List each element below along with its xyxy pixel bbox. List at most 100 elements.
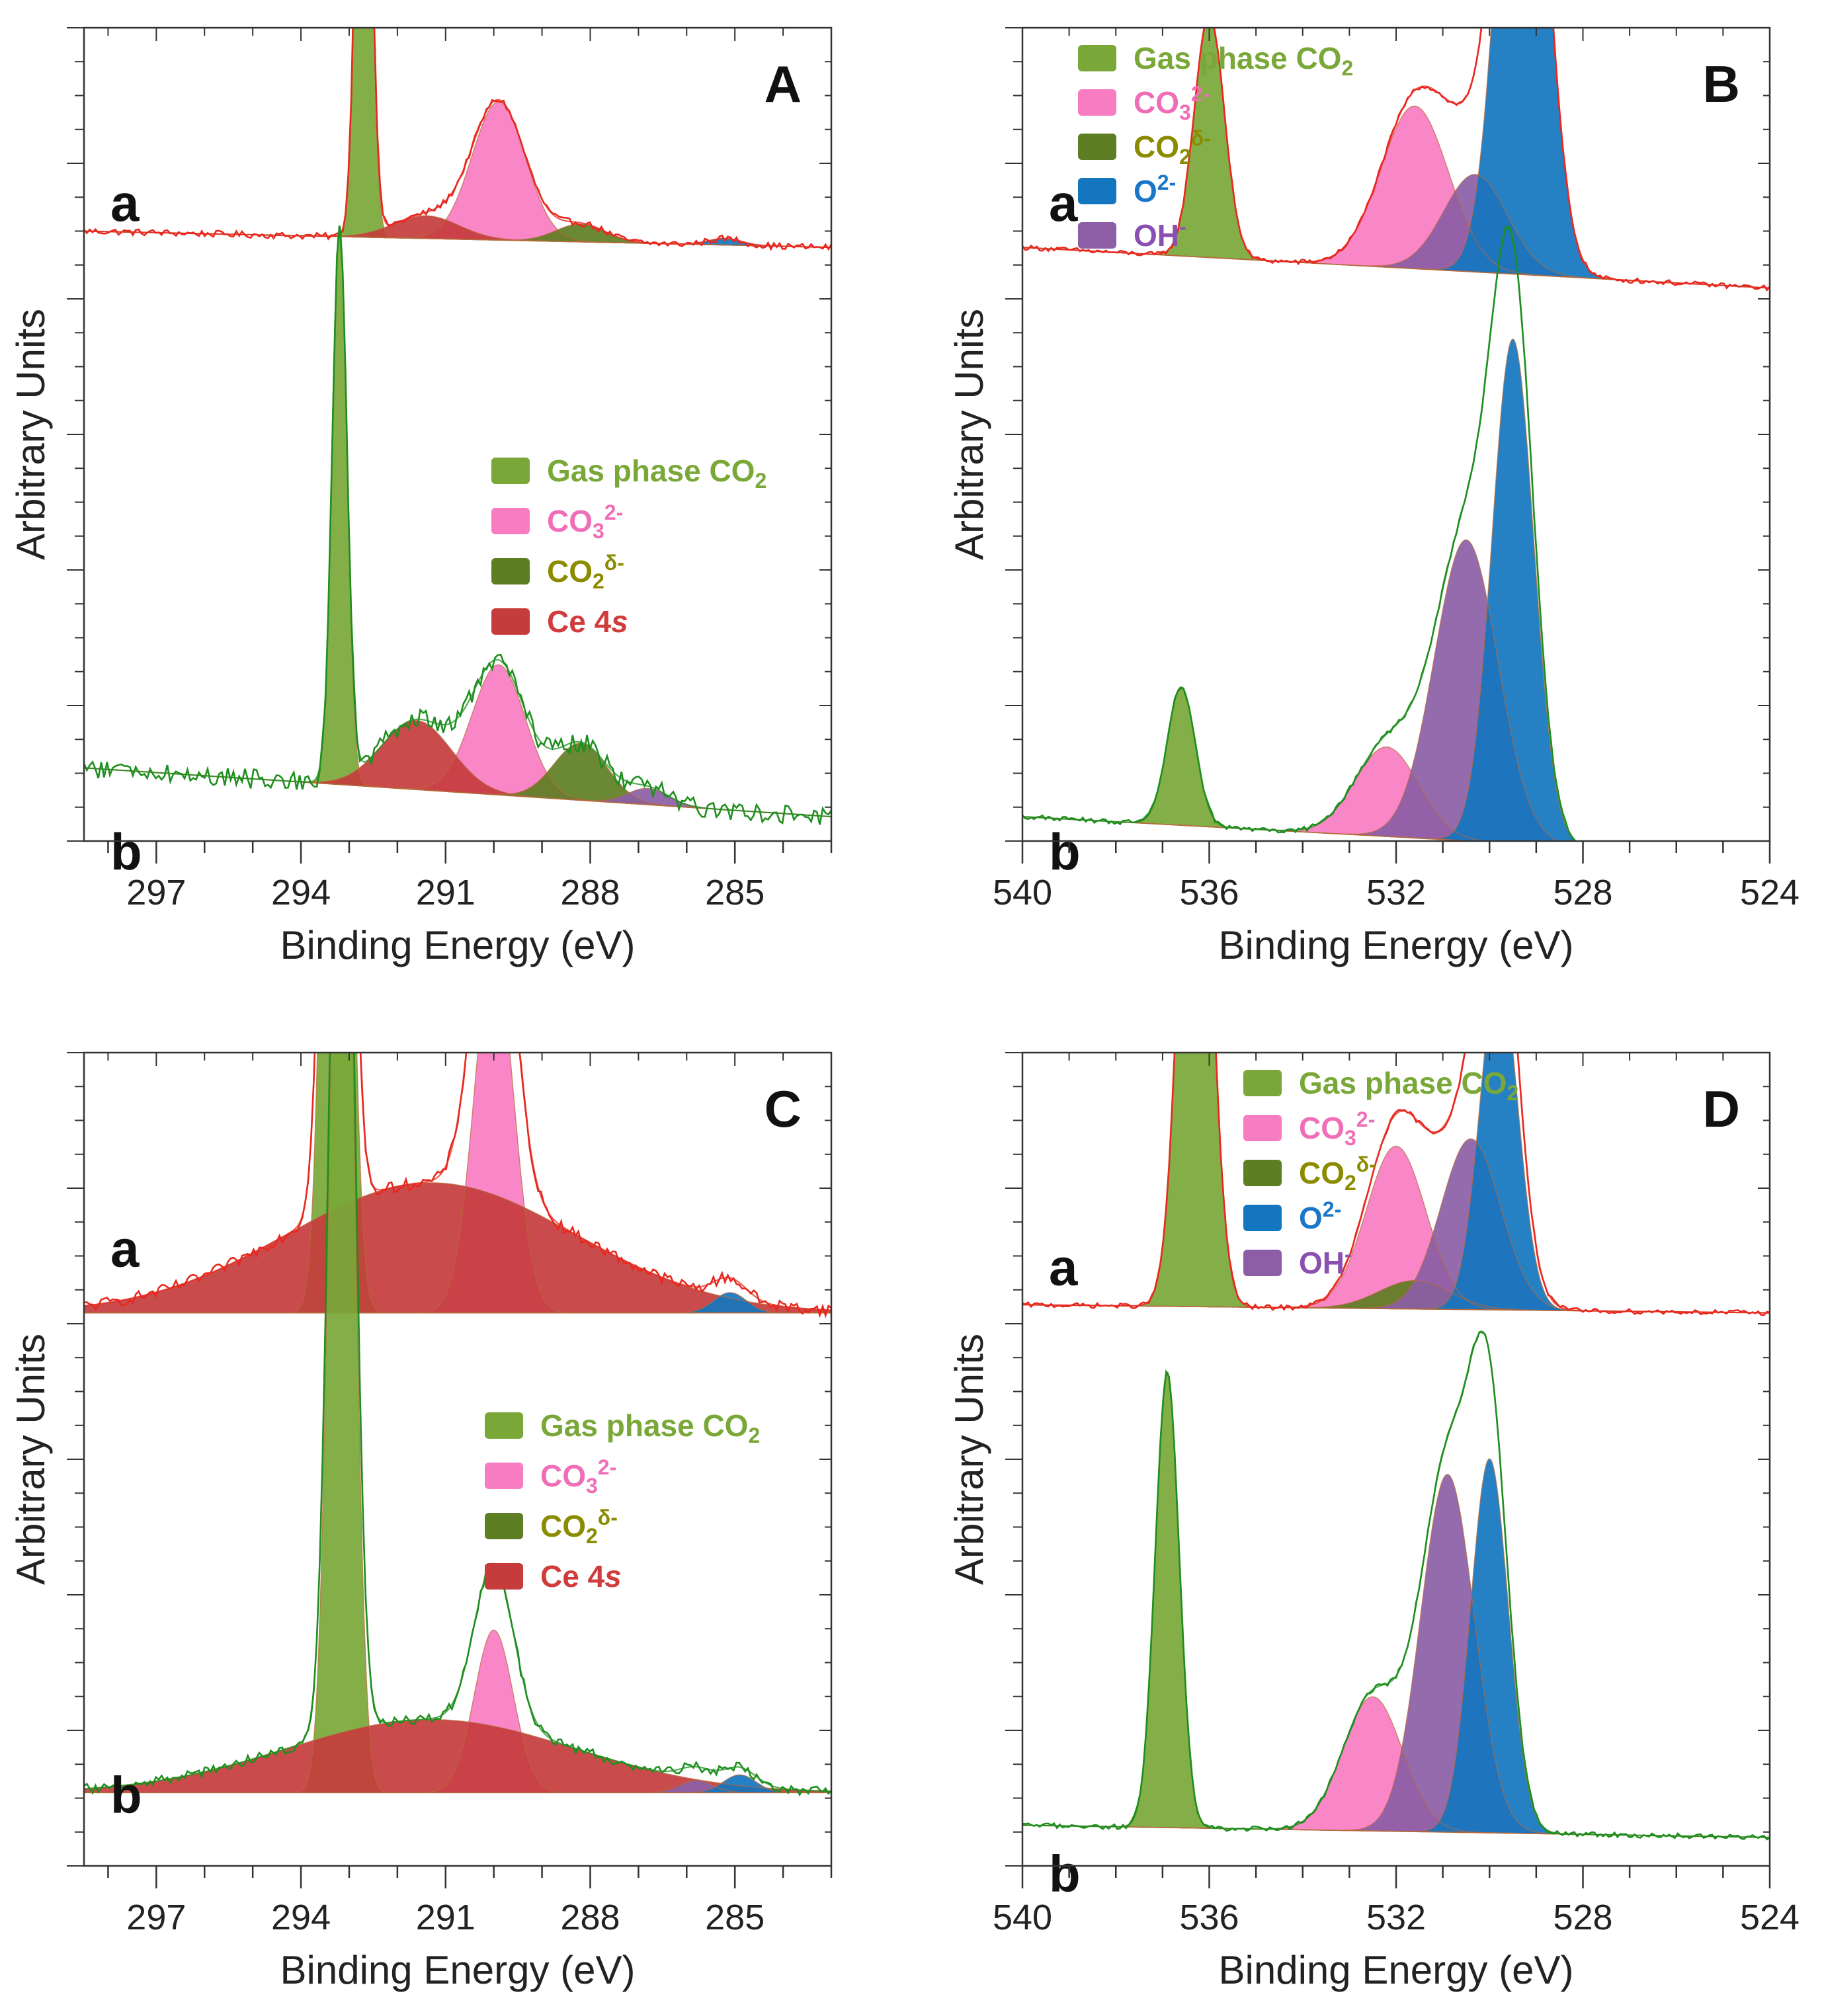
legend-label: Gas phase CO2 xyxy=(1134,41,1353,80)
legend-swatch xyxy=(491,608,530,635)
peak-C-b-o2 xyxy=(84,1775,831,1793)
legend-item-o2: O2- xyxy=(1078,171,1176,208)
panel-label: C xyxy=(765,1080,802,1138)
panel-C: a b 297 294 291 288 285 Binding Energy (eV) Arbi… xyxy=(9,1051,833,1992)
legend-label: Ce 4s xyxy=(540,1559,622,1593)
legend-swatch xyxy=(485,1563,523,1590)
legend-label: CO32- xyxy=(1134,82,1210,124)
legend-label: CO32- xyxy=(1299,1108,1375,1150)
trace-label-A-a: a xyxy=(110,174,140,232)
x-axis-label: Binding Energy (eV) xyxy=(280,923,636,967)
peak-outline-A-b-co3 xyxy=(84,664,831,817)
x-tick-label: 524 xyxy=(1740,873,1800,912)
plot-area xyxy=(84,28,831,825)
y-axis-label: Arbitrary Units xyxy=(947,1334,991,1585)
peak-A-b-ce4s xyxy=(84,720,831,817)
legend-swatch xyxy=(1078,222,1116,249)
legend-item-o2: O2- xyxy=(1243,1197,1341,1235)
legend-item-oh: OH- xyxy=(1243,1242,1352,1280)
legend-item-ce4s: Ce 4s xyxy=(491,604,628,639)
legend-item-co2d: CO2δ- xyxy=(1078,126,1211,169)
raw-data-A-b xyxy=(84,225,831,825)
axis-frame xyxy=(83,26,833,842)
y-axis-label: Arbitrary Units xyxy=(9,1334,53,1585)
peak-B-a-co3 xyxy=(1022,106,1770,288)
x-tick-label: 294 xyxy=(271,1898,331,1937)
raw-data-B-b xyxy=(1022,226,1579,841)
panel-label: D xyxy=(1703,1080,1740,1138)
baseline-B-b xyxy=(1022,816,1481,841)
envelope-A-b xyxy=(84,224,831,818)
legend-swatch xyxy=(1243,1160,1282,1186)
x-axis-label: Binding Energy (eV) xyxy=(1219,1948,1574,1992)
x-tick-label: 524 xyxy=(1740,1898,1800,1937)
panel-label: B xyxy=(1703,55,1740,113)
x-tick-label: 288 xyxy=(560,873,620,912)
legend-item-gas: Gas phase CO2 xyxy=(1078,41,1353,80)
x-tick-label: 297 xyxy=(126,873,186,912)
x-tick-label: 294 xyxy=(271,873,331,912)
trace-label-B-b: b xyxy=(1049,823,1081,881)
legend-label: OH- xyxy=(1299,1242,1352,1280)
x-tick-label: 532 xyxy=(1366,873,1426,912)
legend-item-gas: Gas phase CO2 xyxy=(491,454,766,493)
peak-D-a-co2d xyxy=(1022,1280,1770,1313)
trace-label-D-b: b xyxy=(1049,1845,1081,1903)
legend-swatch xyxy=(1078,134,1116,160)
legend-label: Ce 4s xyxy=(547,604,628,639)
x-tick-label: 288 xyxy=(560,1898,620,1937)
legend-label: CO2δ- xyxy=(1134,126,1211,169)
legend-swatch xyxy=(491,508,530,534)
legend-item-co2d: CO2δ- xyxy=(491,551,624,593)
legend-item-co3: CO32- xyxy=(485,1455,616,1498)
x-tick-label: 536 xyxy=(1179,1898,1239,1937)
peak-A-b-co3 xyxy=(84,665,831,817)
legend-swatch xyxy=(485,1463,523,1489)
plot-area xyxy=(1022,1053,1770,1841)
trace-label-C-a: a xyxy=(110,1220,140,1278)
peak-D-a-co3 xyxy=(1022,1146,1770,1313)
plot-area xyxy=(1022,28,1770,841)
legend-label: Gas phase CO2 xyxy=(547,454,766,493)
legend-label: OH- xyxy=(1134,215,1186,253)
peak-outline-C-a-gas xyxy=(84,1053,831,1314)
x-tick-label: 291 xyxy=(416,873,476,912)
legend-swatch xyxy=(1078,89,1116,116)
legend-label: CO2δ- xyxy=(1299,1152,1376,1195)
legend-swatch xyxy=(1078,178,1116,204)
peak-A-b-gas xyxy=(84,232,831,817)
legend-item-ce4s: Ce 4s xyxy=(485,1559,622,1593)
peak-C-b-ce4s xyxy=(84,1719,831,1793)
peak-D-b-co3 xyxy=(1022,1697,1770,1837)
legend-item-co3: CO32- xyxy=(1078,82,1210,124)
legend-swatch xyxy=(485,1412,523,1439)
legend-item-co2d: CO2δ- xyxy=(485,1506,618,1548)
peak-D-b-gas xyxy=(1022,1372,1770,1837)
trace-label-A-b: b xyxy=(110,823,142,881)
x-tick-label: 536 xyxy=(1179,873,1239,912)
raw-data-D-b xyxy=(1022,1331,1770,1841)
legend: Gas phase CO2 CO32- CO2δ- Ce 4s xyxy=(491,454,766,639)
legend-item-co3: CO32- xyxy=(491,501,623,543)
peak-C-b-oh xyxy=(84,1780,831,1793)
envelope-C-b xyxy=(84,1053,831,1793)
legend-label: O2- xyxy=(1134,171,1176,208)
peak-B-b-co3 xyxy=(1022,746,1485,841)
legend-swatch xyxy=(1243,1070,1282,1096)
legend: Gas phase CO2 CO32- CO2δ- Ce 4s xyxy=(485,1408,760,1593)
legend-label: CO2δ- xyxy=(540,1506,618,1548)
plot-area xyxy=(84,1053,831,1797)
legend-swatch xyxy=(1078,45,1116,71)
raw-data-B-a xyxy=(1022,28,1770,292)
peak-A-a-ce4s xyxy=(84,216,831,248)
legend-swatch xyxy=(485,1513,523,1539)
raw-data-A-a xyxy=(84,28,831,251)
x-tick-label: 540 xyxy=(993,1898,1052,1937)
peak-D-a-gas xyxy=(1022,1053,1770,1313)
legend-swatch xyxy=(1243,1205,1282,1231)
panel-label: A xyxy=(765,55,802,113)
